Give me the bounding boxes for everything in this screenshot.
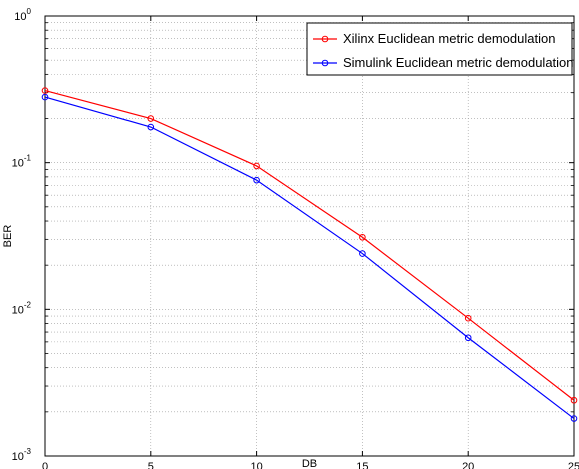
y-tick-exponent: -1 bbox=[24, 154, 32, 163]
y-tick-label: 100 bbox=[14, 7, 31, 23]
series-line-1 bbox=[44, 90, 575, 401]
data-point bbox=[147, 123, 155, 131]
data-point bbox=[147, 115, 155, 122]
series-layer bbox=[41, 87, 578, 422]
x-axis-label: DB bbox=[302, 458, 317, 469]
data-point bbox=[41, 93, 49, 101]
y-tick-exponent: -3 bbox=[24, 447, 32, 456]
y-tick-label: 10-3 bbox=[12, 447, 32, 463]
grid-lines bbox=[45, 16, 574, 456]
legend-label: Xilinx Euclidean metric demodulation bbox=[343, 31, 555, 46]
y-axis-label: BER bbox=[2, 225, 14, 248]
data-point bbox=[41, 87, 49, 94]
y-tick-exponent: -2 bbox=[24, 300, 32, 309]
y-tick-base: 10 bbox=[12, 158, 24, 170]
x-tick-label: 15 bbox=[356, 461, 368, 469]
y-tick-exponent: 0 bbox=[27, 7, 32, 16]
series-line-2 bbox=[44, 96, 575, 420]
x-tick-label: 10 bbox=[250, 461, 262, 469]
y-tick-base: 10 bbox=[12, 451, 24, 463]
legend-label: Simulink Euclidean metric demodulation bbox=[343, 55, 574, 70]
y-tick-base: 10 bbox=[12, 304, 24, 316]
plot-frame bbox=[44, 15, 575, 457]
data-point bbox=[464, 334, 472, 342]
legend-marker bbox=[321, 35, 329, 43]
x-tick-label: 0 bbox=[42, 461, 48, 469]
data-point bbox=[253, 176, 260, 184]
legend: Xilinx Euclidean metric demodulation Simu… bbox=[306, 22, 574, 76]
legend-marker bbox=[321, 59, 329, 67]
x-tick-label: 25 bbox=[568, 461, 579, 469]
data-point bbox=[359, 233, 366, 241]
data-point bbox=[253, 162, 260, 170]
data-point bbox=[570, 396, 578, 404]
legend-box bbox=[306, 22, 573, 76]
data-point bbox=[359, 250, 366, 257]
data-point bbox=[464, 314, 472, 322]
y-tick-label: 10-2 bbox=[12, 300, 32, 316]
data-point bbox=[570, 415, 578, 422]
x-tick-label: 5 bbox=[148, 461, 154, 469]
y-tick-label: 10-1 bbox=[12, 154, 32, 170]
x-tick-label: 20 bbox=[462, 461, 474, 469]
y-tick-base: 10 bbox=[14, 11, 26, 23]
